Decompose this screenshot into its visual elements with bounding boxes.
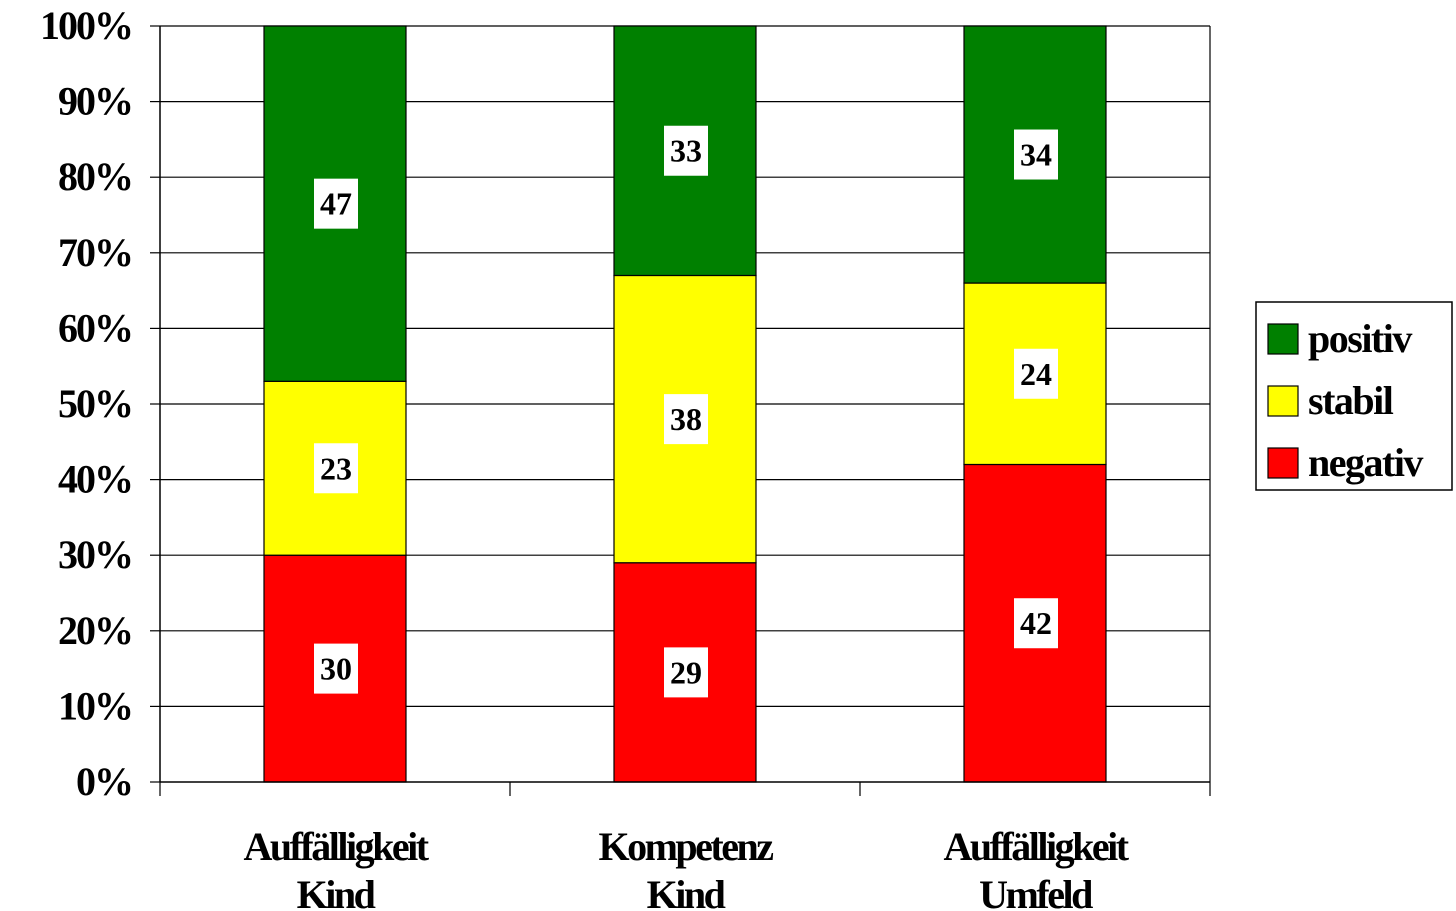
data-label-box	[314, 443, 358, 494]
data-label: 33	[670, 133, 702, 169]
legend: positiv stabil negativ	[1255, 301, 1453, 491]
legend-swatch-stabil	[1267, 385, 1299, 417]
x-category-label: Kind	[647, 872, 726, 911]
y-tick-label: 30%	[58, 532, 132, 577]
data-label-box	[1014, 129, 1058, 180]
data-label: 23	[320, 450, 352, 486]
legend-swatch-negativ	[1267, 447, 1299, 479]
y-tick-label: 100%	[40, 3, 132, 48]
data-label: 47	[320, 186, 352, 222]
data-label: 30	[320, 651, 352, 687]
legend-swatch-positiv	[1267, 323, 1299, 355]
data-label: 38	[670, 401, 702, 437]
y-tick-label: 50%	[58, 381, 132, 426]
y-tick-label: 70%	[58, 230, 132, 275]
data-label: 29	[670, 654, 702, 690]
data-label-box	[1014, 598, 1058, 649]
legend-label-negativ: negativ	[1308, 440, 1423, 485]
data-label-box	[664, 394, 708, 445]
axes: 0% 10% 20% 30% 40% 50% 60% 70% 80% 90% 100% Auffäll…	[40, 3, 1211, 911]
y-tick-label: 60%	[58, 305, 132, 350]
data-label: 42	[1020, 605, 1052, 641]
data-label-box	[314, 643, 358, 694]
y-tick-label: 80%	[58, 154, 132, 199]
data-labels: 30 23 47 29 38 33 42 24 34	[314, 125, 1058, 698]
x-category-label: Auffälligkeit	[943, 824, 1129, 869]
y-tick-label: 90%	[58, 79, 132, 124]
legend-label-stabil: stabil	[1308, 378, 1394, 423]
data-label-box	[314, 178, 358, 229]
data-label: 24	[1020, 356, 1052, 392]
data-label-box	[664, 647, 708, 698]
y-tick-label: 20%	[58, 608, 132, 653]
x-category-label: Umfeld	[979, 872, 1093, 911]
x-category-label: Kompetenz	[598, 824, 773, 869]
x-category-label: Auffälligkeit	[243, 824, 429, 869]
y-tick-label: 0%	[76, 759, 132, 804]
x-category-label: Kind	[297, 872, 376, 911]
legend-label-positiv: positiv	[1308, 316, 1412, 361]
y-tick-label: 10%	[58, 683, 132, 728]
data-label-box	[664, 125, 708, 176]
data-label-box	[1014, 348, 1058, 399]
y-tick-label: 40%	[58, 457, 132, 502]
data-label: 34	[1020, 137, 1052, 173]
